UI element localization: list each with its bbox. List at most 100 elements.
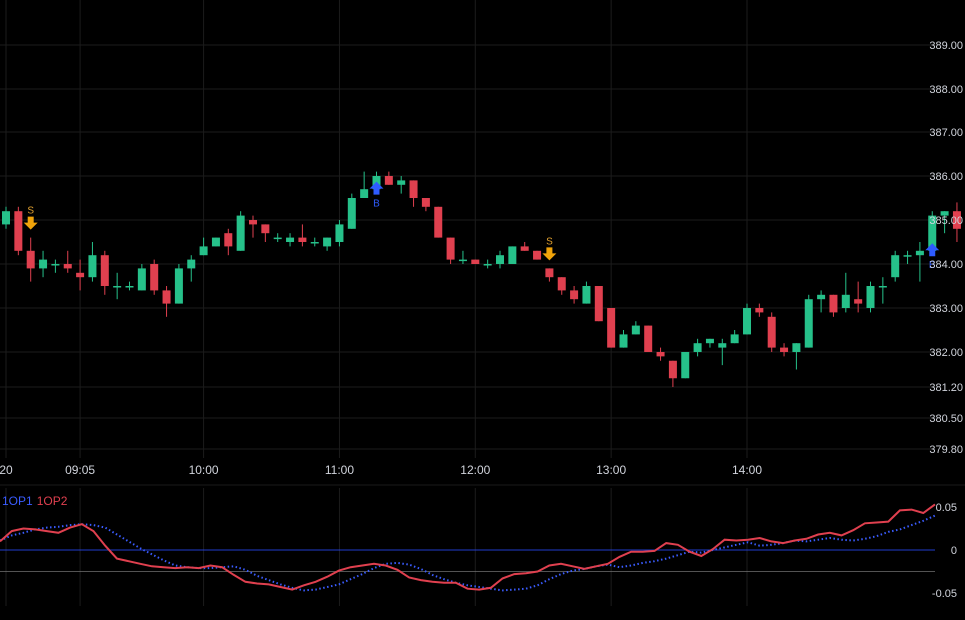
- time-axis[interactable]: 20 09:05 10:00 11:00 12:00 13:00 14:00: [0, 463, 762, 477]
- candle-body: [545, 268, 554, 278]
- candle: [471, 259, 480, 264]
- candle-body: [88, 255, 97, 278]
- candle: [915, 242, 924, 282]
- candle-body: [174, 268, 183, 304]
- candle: [409, 180, 418, 207]
- buy-signal: B: [369, 181, 384, 210]
- candle: [607, 308, 616, 348]
- candle: [125, 281, 134, 291]
- price-tick-label: 388.00: [929, 84, 963, 96]
- legend-osc1: 1OP1: [2, 494, 33, 508]
- candle-body: [76, 272, 85, 278]
- candle-body: [261, 224, 270, 234]
- osc-tick-label: 0: [951, 545, 957, 557]
- candle-body: [804, 299, 813, 348]
- candle-body: [113, 286, 122, 288]
- candle: [496, 250, 504, 269]
- price-axis[interactable]: 389.00 388.00 387.00 386.00 385.00 384.00 383.…: [929, 40, 963, 456]
- candle: [644, 325, 653, 352]
- candle: [631, 321, 640, 335]
- candlestick-series: [2, 171, 961, 387]
- candle: [39, 250, 48, 278]
- oscillator-axis[interactable]: 0.05 0 -0.05: [932, 502, 957, 600]
- candle-body: [681, 352, 690, 379]
- candle-body: [397, 180, 406, 185]
- candle: [26, 237, 35, 282]
- candle-body: [421, 198, 430, 207]
- candle-body: [323, 237, 332, 247]
- candle: [693, 338, 702, 357]
- price-tick-label: 386.00: [929, 171, 963, 183]
- buy-signal: B: [925, 243, 940, 271]
- candle: [582, 281, 591, 304]
- candle-body: [817, 294, 826, 300]
- candle: [249, 215, 257, 238]
- time-tick-label: 10:00: [189, 463, 219, 477]
- candle-body: [915, 250, 924, 256]
- candle: [520, 242, 529, 251]
- candle-body: [903, 255, 912, 257]
- candle-body: [187, 259, 196, 269]
- candle-body: [471, 259, 480, 264]
- candle: [570, 286, 579, 304]
- price-tick-label: 382.00: [929, 347, 963, 359]
- price-tick-label: 379.80: [929, 444, 963, 456]
- candle-body: [718, 343, 727, 348]
- sell-arrow-icon: [542, 247, 557, 261]
- candle: [76, 259, 85, 291]
- candle-body: [607, 308, 616, 348]
- candle-body: [286, 237, 295, 242]
- candle-body: [409, 180, 418, 198]
- candle: [360, 171, 369, 198]
- time-tick-label: 13:00: [596, 463, 626, 477]
- candle: [187, 255, 196, 282]
- candle-body: [496, 255, 504, 264]
- candle: [594, 286, 603, 322]
- candle: [236, 211, 245, 251]
- candle: [854, 281, 863, 313]
- candle-body: [743, 308, 751, 335]
- candle-body: [384, 176, 393, 185]
- candle-body: [26, 250, 35, 269]
- candle: [150, 259, 159, 295]
- candle: [841, 272, 850, 313]
- osc-tick-label: -0.05: [932, 588, 957, 600]
- legend-osc2: 1OP2: [36, 494, 68, 508]
- buy-signal-label: B: [929, 260, 936, 271]
- candle: [718, 338, 727, 366]
- chart-grid: [0, 0, 965, 606]
- candle-body: [508, 246, 517, 264]
- candle-body: [458, 259, 467, 262]
- candle-body: [570, 290, 579, 300]
- candle: [903, 250, 912, 264]
- time-tick-label: 20: [0, 463, 13, 477]
- price-tick-label: 385.00: [929, 215, 963, 227]
- candle: [878, 277, 887, 304]
- osc2-line: [0, 503, 936, 591]
- price-tick-label: 381.20: [929, 382, 963, 394]
- candle-body: [755, 308, 764, 313]
- candle: [681, 352, 690, 379]
- candle: [730, 330, 739, 344]
- candle-body: [656, 352, 665, 357]
- candle: [952, 202, 961, 242]
- time-tick-label: 11:00: [325, 463, 354, 477]
- buy-arrow-icon: [925, 243, 940, 257]
- candle: [533, 250, 542, 260]
- candle: [755, 303, 764, 317]
- candle: [113, 272, 122, 300]
- candle-body: [829, 294, 838, 313]
- candle: [286, 233, 295, 247]
- candle-body: [39, 259, 48, 269]
- candle: [483, 259, 492, 269]
- candle-body: [199, 246, 208, 256]
- osc1-line: [0, 514, 936, 592]
- candle: [705, 338, 714, 348]
- candle-body: [162, 290, 171, 304]
- candle-body: [298, 237, 307, 242]
- candle-body: [100, 255, 109, 286]
- candle-body: [137, 268, 146, 291]
- oscillator-legend: 1OP1 1OP2: [2, 494, 71, 508]
- candle: [668, 360, 677, 387]
